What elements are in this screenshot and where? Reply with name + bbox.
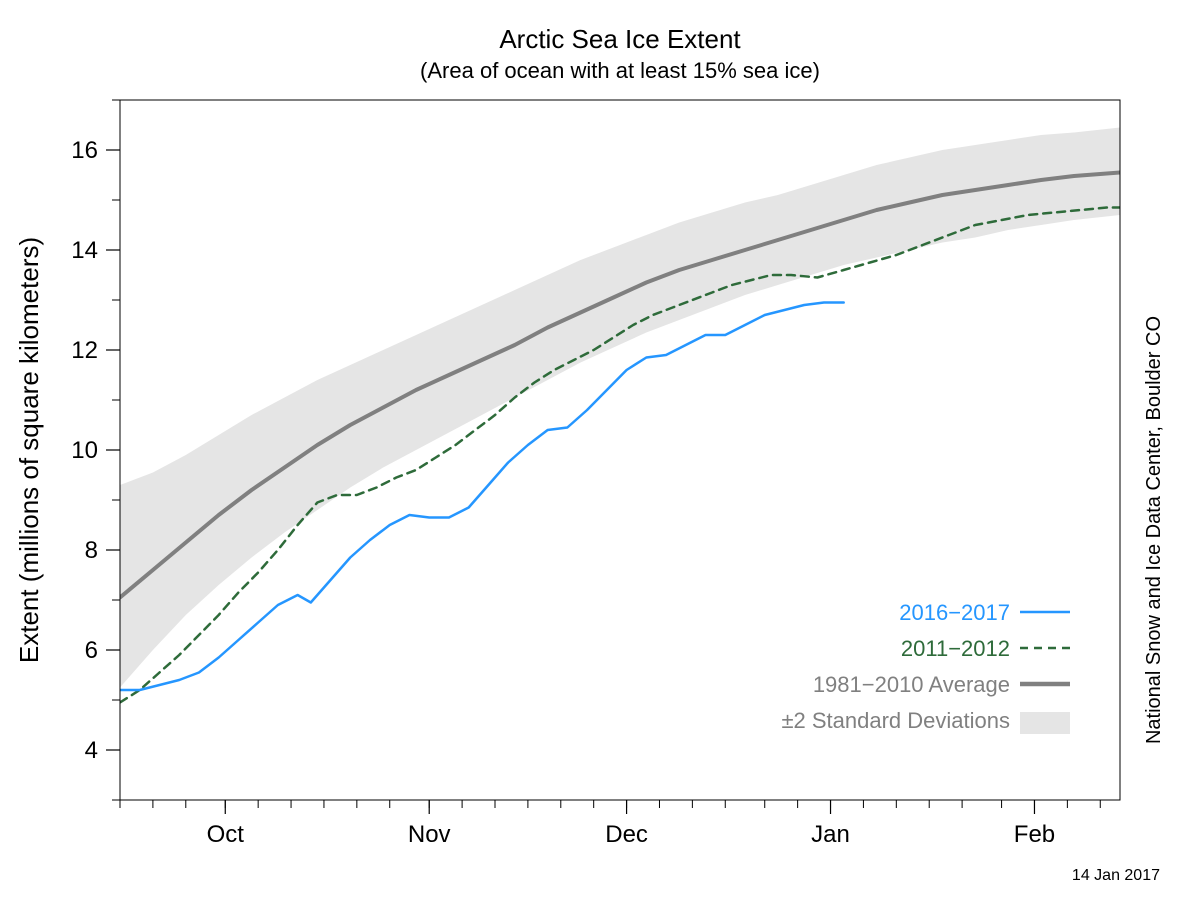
y-tick-label: 10 <box>71 437 98 464</box>
legend-swatch-band <box>1020 712 1070 734</box>
y-tick-label: 12 <box>71 337 98 364</box>
y-tick-label: 8 <box>85 537 98 564</box>
legend-label: ±2 Standard Deviations <box>781 708 1010 733</box>
y-tick-label: 4 <box>85 737 98 764</box>
credit-label: National Snow and Ice Data Center, Bould… <box>1143 316 1165 744</box>
chart-subtitle: (Area of ocean with at least 15% sea ice… <box>420 58 820 83</box>
x-tick-label: Jan <box>811 821 850 848</box>
legend-label: 1981−2010 Average <box>813 672 1010 697</box>
x-tick-label: Dec <box>605 821 648 848</box>
x-tick-label: Feb <box>1014 821 1055 848</box>
chart-container: Arctic Sea Ice Extent (Area of ocean with… <box>0 0 1200 910</box>
y-tick-label: 16 <box>71 137 98 164</box>
chart-svg: Arctic Sea Ice Extent (Area of ocean with… <box>0 0 1200 910</box>
legend-label: 2011−2012 <box>901 636 1010 661</box>
date-label: 14 Jan 2017 <box>1072 867 1160 884</box>
y-tick-label: 14 <box>71 237 98 264</box>
y-axis-label: Extent (millions of square kilometers) <box>14 237 44 663</box>
y-tick-label: 6 <box>85 637 98 664</box>
chart-title: Arctic Sea Ice Extent <box>499 24 741 54</box>
x-tick-label: Nov <box>408 821 451 848</box>
legend-label: 2016−2017 <box>899 600 1010 625</box>
x-tick-label: Oct <box>207 821 245 848</box>
